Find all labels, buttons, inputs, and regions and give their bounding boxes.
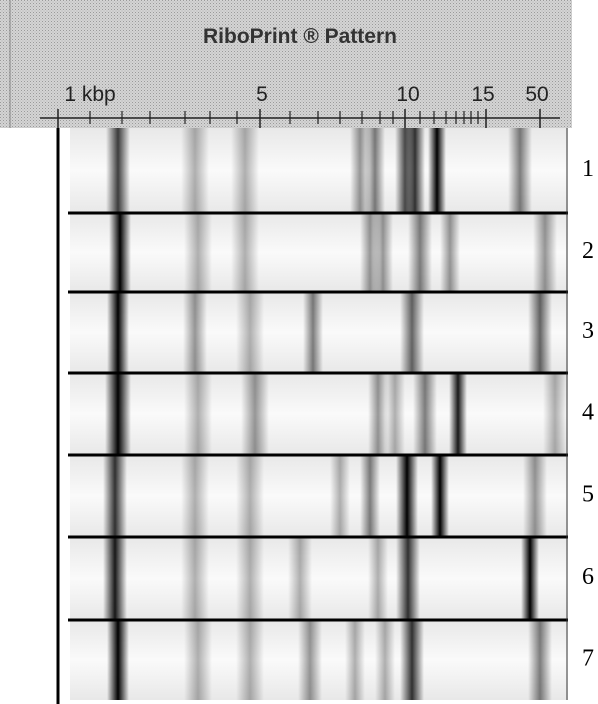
lane-label: 2 <box>582 238 594 264</box>
band <box>396 537 420 620</box>
band <box>184 373 212 455</box>
band <box>396 455 418 537</box>
band <box>528 620 552 700</box>
band <box>330 455 350 537</box>
scale-label: 5 <box>256 83 268 106</box>
scale-ruler: 1 kbp 5 10 15 50 <box>40 83 560 128</box>
band <box>345 620 365 700</box>
band <box>107 620 129 700</box>
band <box>231 213 259 292</box>
band <box>105 373 131 455</box>
band <box>375 620 395 700</box>
band <box>184 620 212 700</box>
band <box>303 292 323 373</box>
band <box>523 455 547 537</box>
band <box>368 373 388 455</box>
band <box>107 292 129 373</box>
band <box>440 213 460 292</box>
band <box>103 537 127 620</box>
band <box>400 292 424 373</box>
band <box>431 455 449 537</box>
lane-background <box>70 373 568 455</box>
band <box>236 537 264 620</box>
lane-background <box>70 213 568 292</box>
band <box>533 213 557 292</box>
band <box>181 128 209 213</box>
header-panel <box>0 0 572 128</box>
band <box>236 620 264 700</box>
band <box>236 292 264 373</box>
band <box>106 128 130 213</box>
lane-label: 5 <box>582 482 594 508</box>
band <box>360 455 380 537</box>
band <box>543 373 567 455</box>
scale-label: 1 kbp <box>64 83 115 106</box>
lane-label: 1 <box>582 156 594 182</box>
scale-label: 50 <box>525 83 548 106</box>
band <box>373 213 393 292</box>
lane-background <box>70 128 568 213</box>
lane-label: 7 <box>582 646 594 672</box>
band <box>231 128 259 213</box>
band <box>103 455 127 537</box>
band <box>428 128 446 213</box>
band <box>241 373 269 455</box>
lane-label: 4 <box>582 400 594 426</box>
band <box>109 213 131 292</box>
scale-label: 15 <box>471 83 494 106</box>
header-title: RiboPrint ® Pattern <box>203 25 397 48</box>
lane-label: 3 <box>582 318 594 344</box>
band <box>405 128 425 213</box>
band <box>184 213 212 292</box>
band <box>408 213 432 292</box>
band <box>368 537 388 620</box>
band <box>183 292 207 373</box>
lane-background <box>70 455 568 537</box>
band <box>400 620 424 700</box>
band <box>288 537 312 620</box>
lane-background <box>70 537 568 620</box>
band <box>508 128 532 213</box>
scale-label: 10 <box>396 83 419 106</box>
band <box>521 537 539 620</box>
lanes: 1 2 3 4 5 6 7 <box>68 128 594 700</box>
band <box>365 128 385 213</box>
band <box>236 455 264 537</box>
band <box>449 373 467 455</box>
band <box>181 537 209 620</box>
band <box>385 373 405 455</box>
lane-label: 6 <box>582 564 594 590</box>
band <box>181 455 209 537</box>
band <box>413 373 437 455</box>
band <box>298 620 322 700</box>
band <box>528 292 552 373</box>
